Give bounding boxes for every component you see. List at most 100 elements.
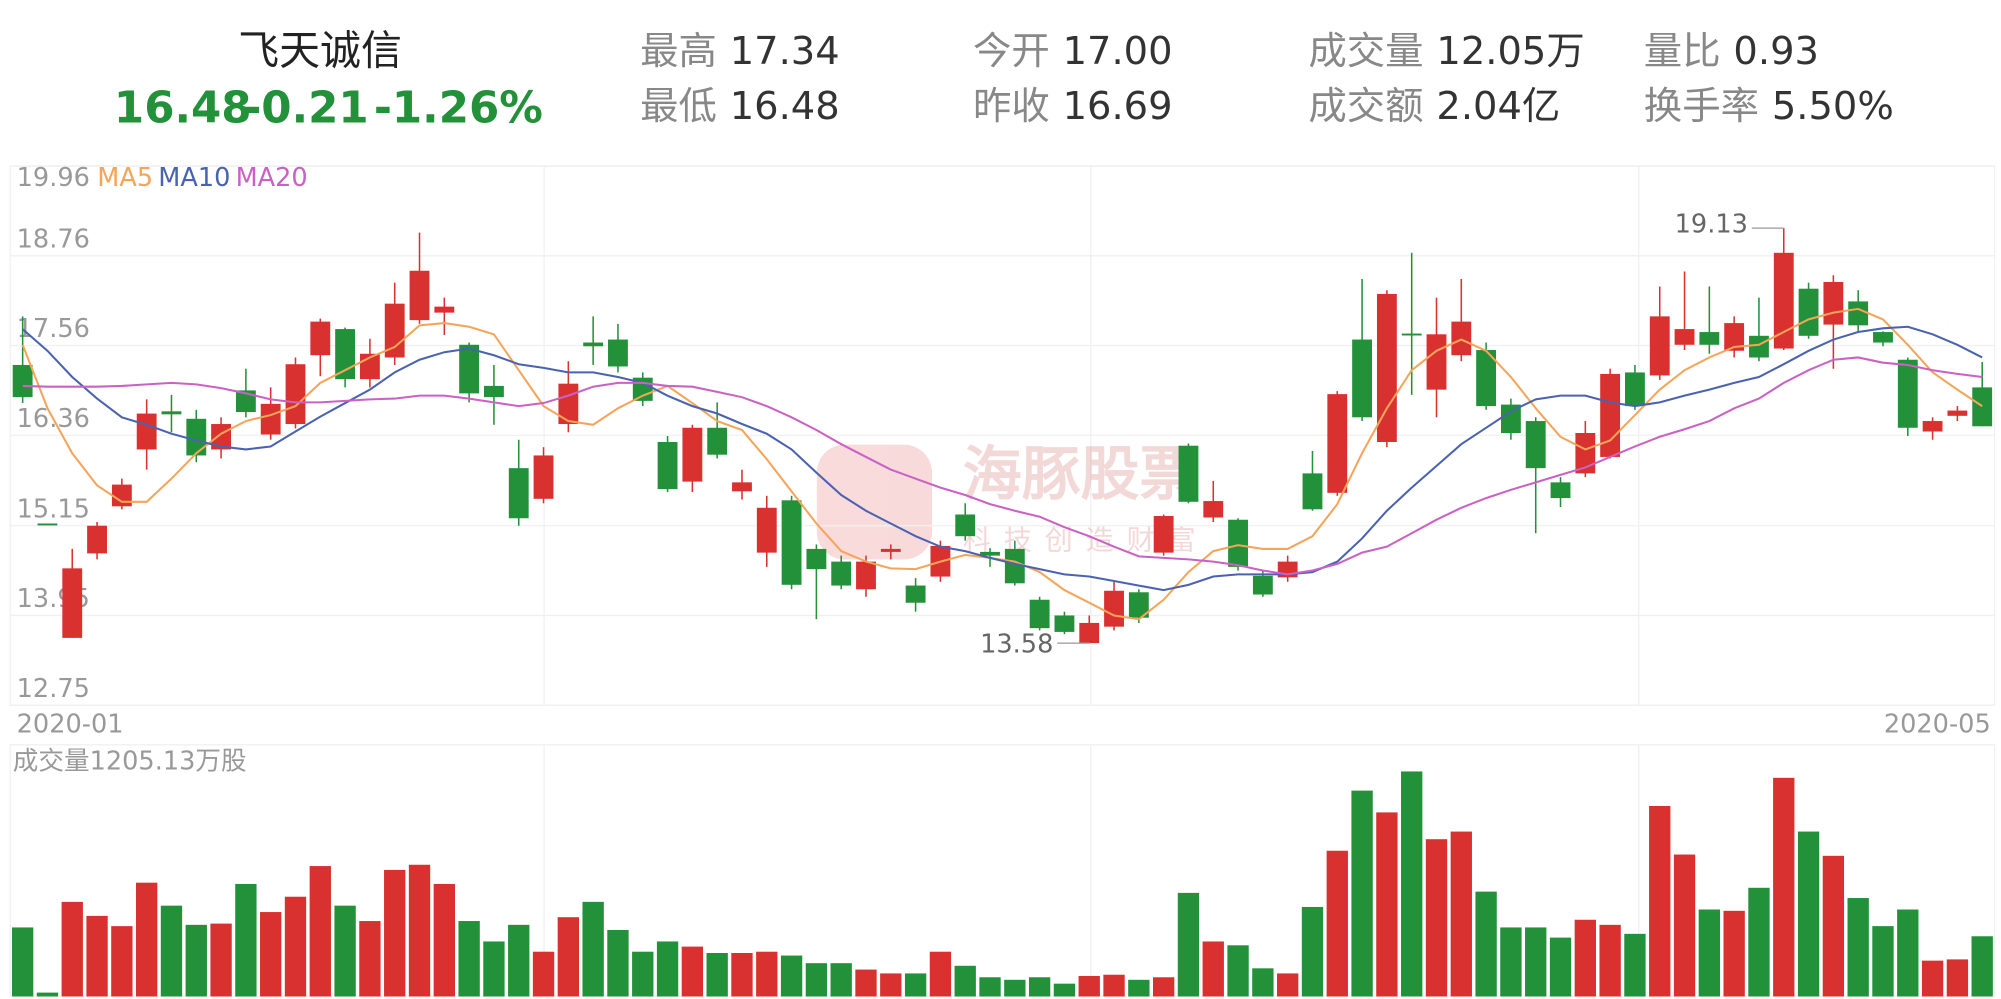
candle-body bbox=[384, 303, 405, 358]
candle-body bbox=[1327, 394, 1348, 493]
volume-bar bbox=[408, 864, 431, 997]
candle-body bbox=[781, 500, 802, 585]
x-tick-label: 2020-01 bbox=[17, 710, 124, 740]
volume-bar bbox=[136, 882, 158, 997]
candle-body bbox=[508, 468, 529, 519]
volume-bar bbox=[1028, 977, 1051, 997]
volume-bar bbox=[1574, 919, 1596, 997]
volume-bar bbox=[1525, 927, 1547, 997]
volume-bar bbox=[880, 973, 902, 997]
x-tick-label: 2020-05 bbox=[1884, 710, 1991, 740]
stat-value: 17.34 bbox=[730, 29, 840, 74]
candle-body bbox=[335, 329, 356, 380]
volume-bar bbox=[731, 953, 753, 997]
candle-body bbox=[1525, 421, 1546, 469]
volume-bar bbox=[1103, 974, 1125, 997]
volume-bar bbox=[1202, 941, 1224, 997]
volume-bar bbox=[780, 955, 803, 997]
volume-bar bbox=[508, 924, 530, 997]
candle-body bbox=[905, 585, 926, 603]
stat-value: 2.04亿 bbox=[1436, 84, 1560, 129]
candle-body bbox=[62, 568, 83, 638]
volume-bar bbox=[830, 963, 852, 997]
volume-bar bbox=[1946, 959, 1969, 997]
volume-bar bbox=[235, 883, 257, 997]
volume-bar bbox=[607, 929, 629, 997]
candle-body bbox=[955, 514, 976, 537]
volume-bar bbox=[1897, 909, 1919, 997]
volume-bar bbox=[1227, 945, 1249, 997]
volume-bar bbox=[11, 927, 34, 997]
volume-bar bbox=[1475, 891, 1497, 997]
candle-body bbox=[459, 344, 480, 394]
candle-body bbox=[1128, 592, 1149, 618]
watermark: 海豚股票 科技创造财富 bbox=[816, 439, 1199, 560]
volume-bar bbox=[1698, 909, 1721, 997]
candle-body bbox=[756, 507, 777, 553]
candle-body bbox=[1724, 323, 1745, 351]
candle-body bbox=[1649, 316, 1670, 376]
stat-value: 17.00 bbox=[1063, 29, 1173, 74]
candle-body bbox=[235, 390, 256, 413]
volume-bar bbox=[458, 921, 480, 997]
candle-body bbox=[1228, 519, 1248, 567]
candle-body bbox=[285, 364, 306, 425]
volume-bar bbox=[979, 977, 1001, 997]
candle-body bbox=[856, 561, 876, 590]
candle-body bbox=[37, 523, 58, 526]
candle-body bbox=[682, 427, 703, 482]
candle-body bbox=[1079, 622, 1100, 644]
candle-body bbox=[1451, 321, 1472, 356]
candle-body bbox=[533, 455, 554, 499]
volume-bar bbox=[929, 951, 952, 997]
volume-label: 成交量1205.13万股 bbox=[13, 747, 247, 777]
candle-body bbox=[608, 339, 628, 367]
volume-bar bbox=[1649, 805, 1671, 997]
volume-bar bbox=[557, 917, 580, 997]
stat-value: 16.48 bbox=[730, 84, 840, 129]
candle-body bbox=[1302, 473, 1323, 510]
watermark-text: 海豚股票 bbox=[963, 439, 1199, 508]
price-change-pct: -1.26% bbox=[374, 84, 543, 134]
y-tick-label: 17.56 bbox=[17, 314, 90, 344]
volume-bar bbox=[582, 901, 604, 997]
volume-bar bbox=[384, 869, 406, 997]
volume-panel bbox=[9, 744, 1996, 998]
volume-bar bbox=[1004, 979, 1026, 997]
volume-bar bbox=[1822, 855, 1845, 997]
candle-body bbox=[161, 411, 182, 415]
volume-bar bbox=[706, 953, 728, 997]
volume-bar bbox=[1797, 831, 1820, 997]
candle-body bbox=[1947, 410, 1968, 416]
candle-body bbox=[1699, 332, 1720, 345]
volume-bar bbox=[1053, 983, 1076, 997]
volume-bar bbox=[61, 901, 83, 997]
volume-bar bbox=[1549, 937, 1572, 997]
price-change: -0.21 bbox=[243, 84, 368, 134]
stat-label: 昨收 bbox=[973, 84, 1050, 129]
volume-bar bbox=[632, 951, 654, 997]
stat-value: 5.50% bbox=[1772, 84, 1894, 129]
volume-bar bbox=[1078, 975, 1100, 997]
candle-body bbox=[1922, 421, 1943, 432]
legend-item: MA10 bbox=[158, 163, 230, 193]
stat-value: 16.69 bbox=[1063, 84, 1173, 129]
min-label: 13.58 bbox=[980, 630, 1053, 660]
volume-bar bbox=[1351, 790, 1373, 997]
volume-bar bbox=[185, 924, 207, 997]
candle-body bbox=[707, 427, 728, 455]
volume-bar bbox=[36, 992, 59, 997]
volume-bar bbox=[1500, 927, 1522, 997]
candle-body bbox=[1550, 482, 1571, 499]
volume-bar bbox=[1152, 977, 1175, 997]
candle-body bbox=[1972, 387, 1993, 427]
volume-bar bbox=[1971, 936, 1993, 997]
volume-bar bbox=[86, 915, 108, 997]
volume-bar bbox=[1376, 812, 1398, 997]
volume-bar bbox=[681, 946, 704, 997]
candle-body bbox=[1773, 252, 1794, 349]
candle-body bbox=[1376, 293, 1397, 442]
volume-bar bbox=[433, 883, 455, 997]
stat-label: 最低 bbox=[640, 84, 717, 129]
